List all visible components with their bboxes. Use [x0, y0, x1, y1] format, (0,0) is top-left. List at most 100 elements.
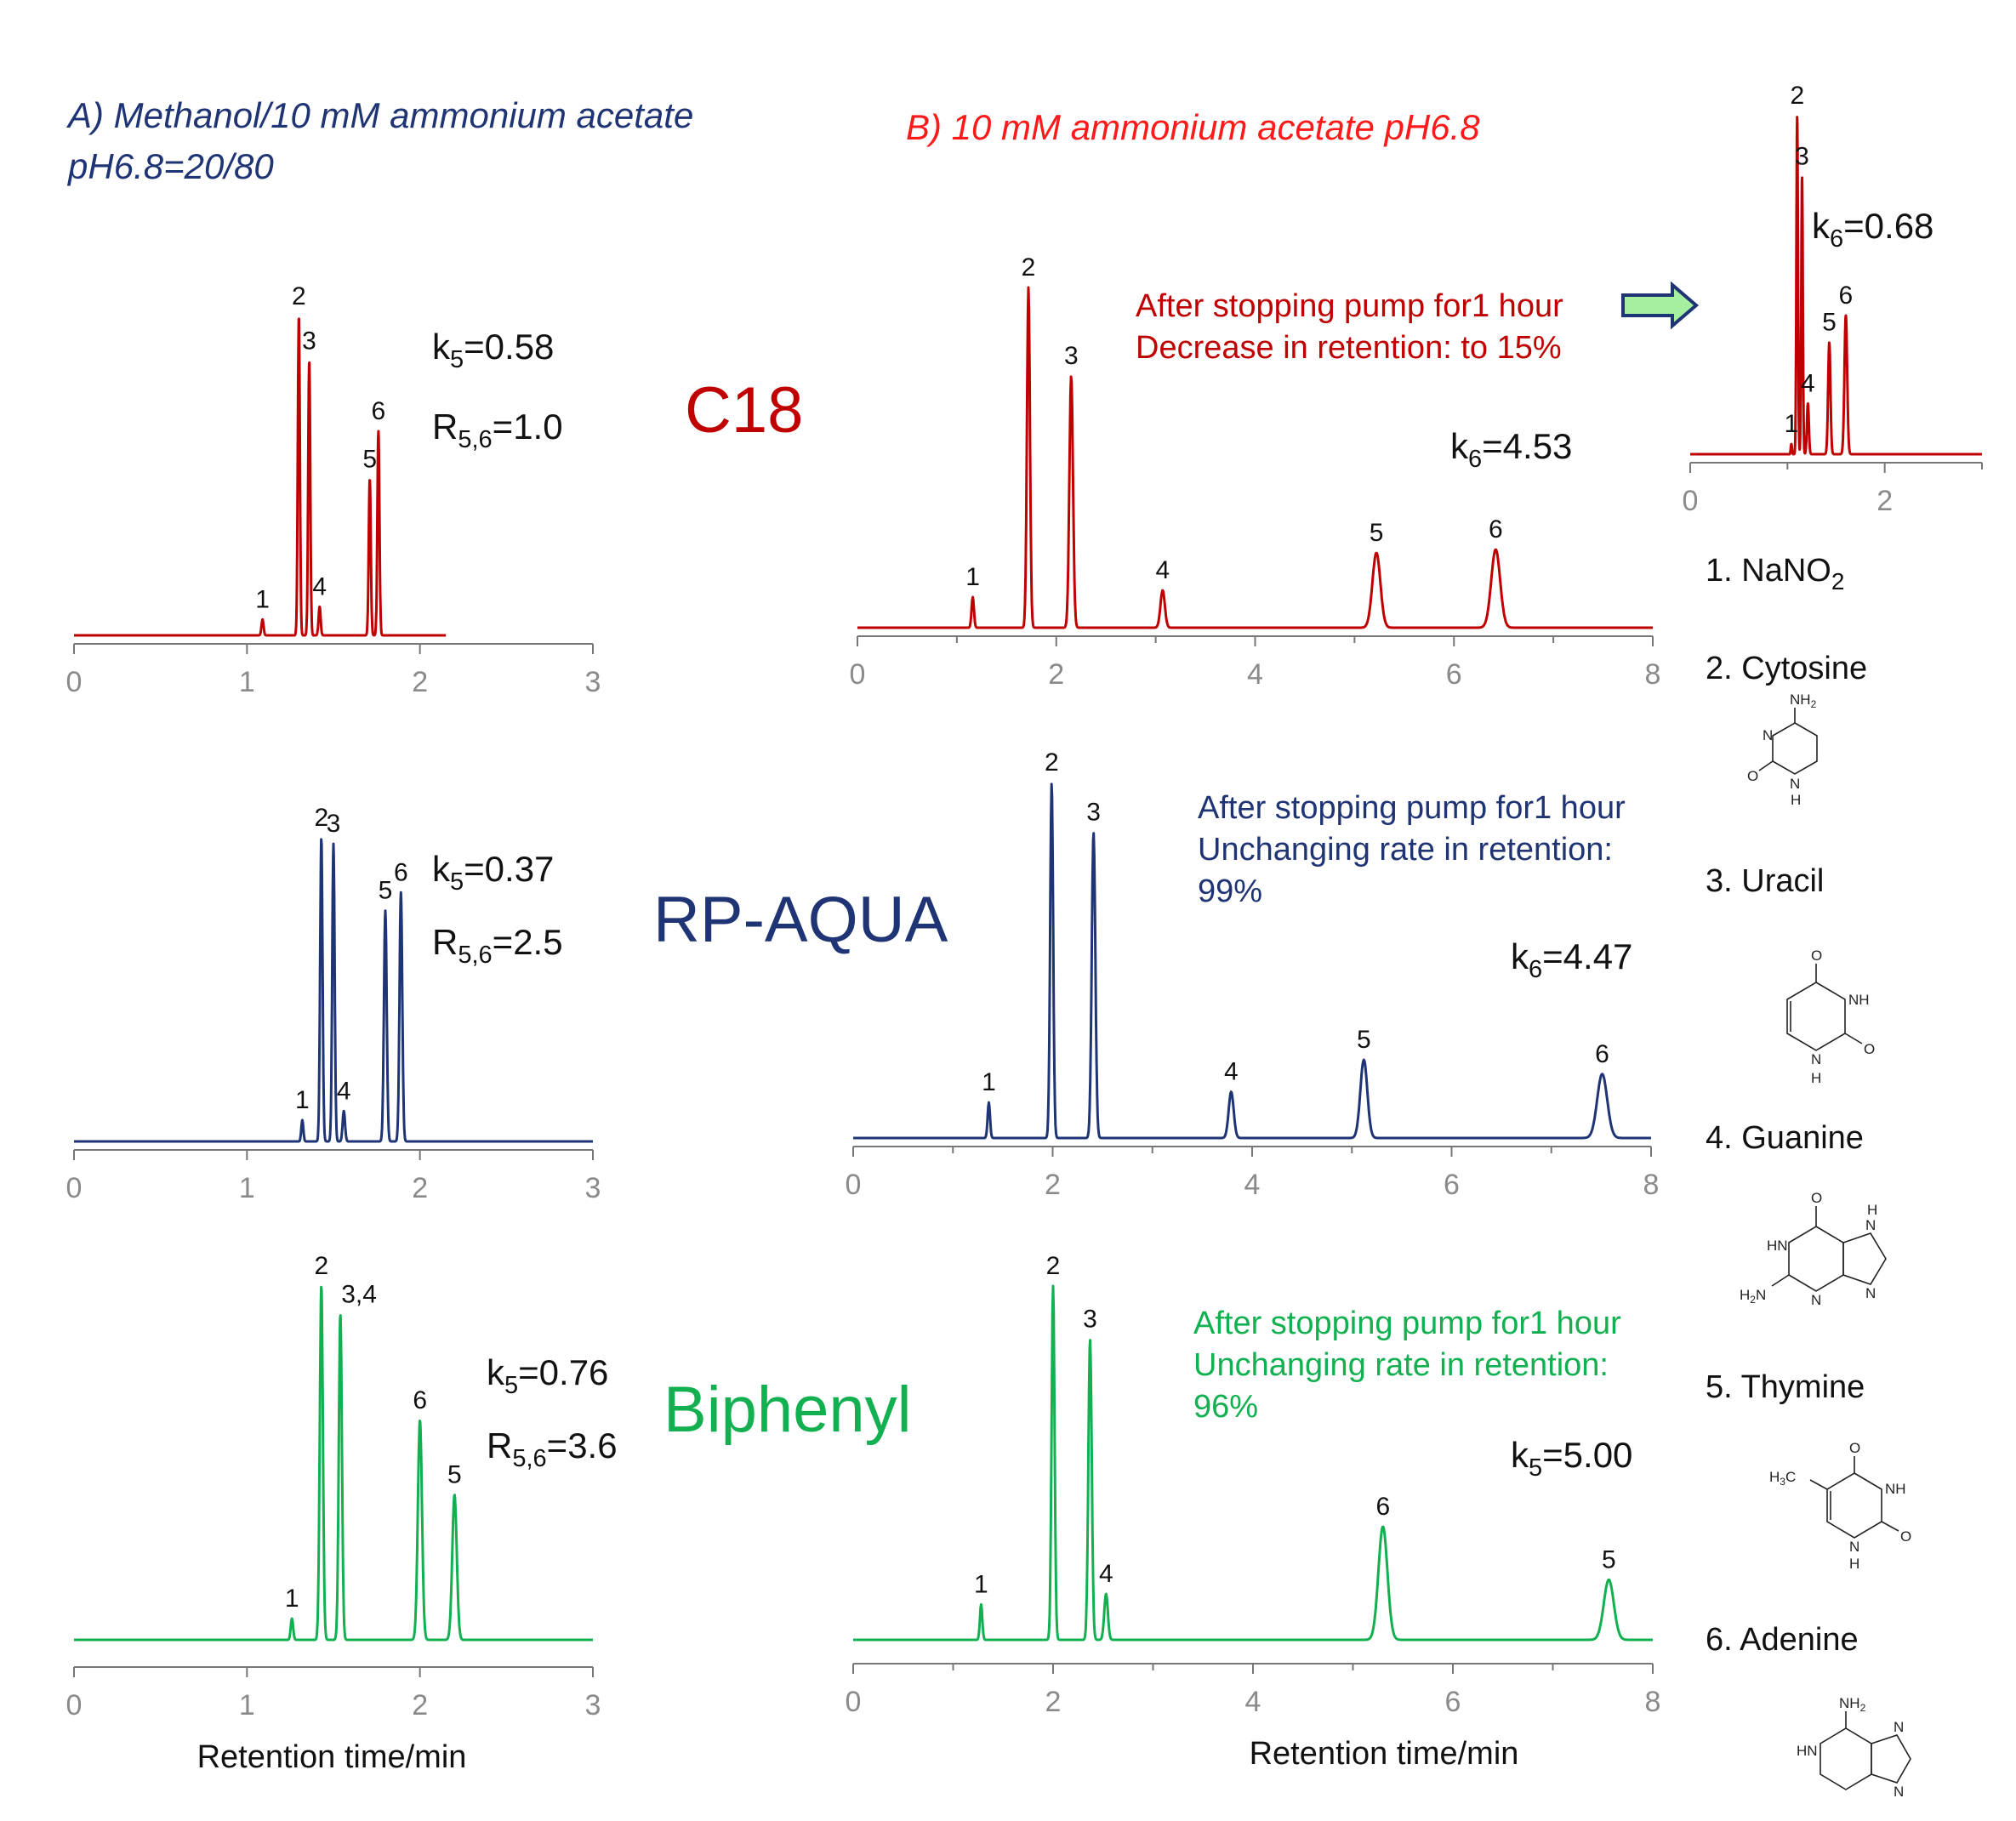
- peak-label: 2: [292, 282, 306, 310]
- svg-text:H: H: [1811, 1070, 1821, 1086]
- svg-text:N: N: [1865, 1285, 1876, 1301]
- peak-label: 5: [447, 1460, 462, 1488]
- chromatogram-trace: [72, 1285, 595, 1642]
- chromatogram-trace: [1689, 116, 1984, 456]
- column-label-aqua: RP-AQUA: [653, 884, 948, 956]
- x-tick-label: 4: [1247, 658, 1263, 691]
- compound-label-6: 6. Adenine: [1706, 1622, 1859, 1658]
- chromatogram-trace: [857, 286, 1654, 629]
- peak-label: 4: [1801, 369, 1815, 397]
- x-tick-label: 3: [585, 666, 601, 698]
- svg-text:N: N: [1763, 727, 1773, 743]
- x-tick-label: 0: [850, 658, 866, 691]
- aqua-a-r-value: R5,6=2.5: [432, 922, 563, 969]
- svg-text:H: H: [1791, 792, 1801, 808]
- peak-label: 1: [974, 1570, 988, 1598]
- peak-label: 1: [965, 563, 980, 591]
- bip-note-line3: 96%: [1193, 1389, 1258, 1425]
- peak-label: 2: [314, 1252, 328, 1280]
- peak-label: 1: [982, 1068, 996, 1096]
- bip-note-line2: Unchanging rate in retention:: [1193, 1347, 1609, 1383]
- svg-text:O: O: [1747, 768, 1758, 784]
- peak-label: 6: [372, 397, 386, 425]
- peak-label: 5: [362, 445, 377, 473]
- compound-label-3: 3. Uracil: [1706, 863, 1824, 899]
- svg-text:N: N: [1811, 1292, 1821, 1308]
- peak-label: 1: [255, 585, 270, 613]
- chart-bip-a: 1 2 3,4 6 5 0 1 2 3 Retention time/min: [66, 1252, 601, 1775]
- peak-label: 4: [1099, 1560, 1113, 1588]
- x-tick-label: 0: [846, 1686, 862, 1718]
- peak-label: 6: [413, 1386, 427, 1414]
- aqua-note-line2: Unchanging rate in retention:: [1198, 832, 1613, 868]
- svg-text:O: O: [1811, 947, 1822, 964]
- column-label-biphenyl: Biphenyl: [663, 1374, 912, 1446]
- svg-text:N: N: [1894, 1719, 1904, 1735]
- peak-label: 4: [1155, 556, 1170, 584]
- x-tick-label: 4: [1245, 1686, 1261, 1718]
- peak-label: 3: [1083, 1305, 1097, 1333]
- c18-note-line2: Decrease in retention: to 15%: [1136, 330, 1562, 366]
- c18-b-k-value: k6=4.53: [1450, 426, 1572, 473]
- x-axis-label: Retention time/min: [1250, 1736, 1519, 1772]
- svg-text:NH2: NH2: [1790, 691, 1817, 710]
- peak-label: 3: [1086, 799, 1101, 827]
- x-tick-label: 2: [1045, 1169, 1061, 1201]
- peak-label: 3,4: [341, 1280, 377, 1308]
- c18-inset-k-value: k6=0.68: [1812, 206, 1933, 253]
- x-tick-label: 0: [66, 1689, 83, 1721]
- x-tick-label: 2: [412, 1689, 428, 1721]
- aqua-note-line3: 99%: [1198, 874, 1262, 909]
- peak-label: 3: [302, 327, 316, 356]
- peak-label: 2: [314, 804, 328, 832]
- peak-label: 2: [1022, 253, 1036, 282]
- svg-text:H: H: [1867, 1202, 1877, 1218]
- compound-label-2: 2. Cytosine: [1706, 651, 1867, 686]
- svg-text:O: O: [1864, 1041, 1875, 1057]
- compound-label-4: 4. Guanine: [1706, 1120, 1864, 1156]
- peak-label: 3: [1064, 342, 1079, 370]
- x-tick-label: 0: [66, 666, 83, 698]
- x-tick-label: 1: [239, 1172, 255, 1204]
- x-tick-label: 8: [1645, 1686, 1661, 1718]
- peak-label: 2: [1045, 748, 1059, 777]
- peak-label: 6: [394, 858, 408, 886]
- chromatogram-trace: [852, 782, 1652, 1140]
- header-a-line2: pH6.8=20/80: [66, 146, 274, 186]
- peak-label: 5: [379, 877, 393, 905]
- right-arrow-icon: [1621, 281, 1700, 330]
- peak-label: 5: [1822, 309, 1837, 337]
- x-tick-label: 2: [1048, 658, 1064, 691]
- x-tick-label: 3: [585, 1689, 601, 1721]
- column-label-c18: C18: [685, 374, 803, 447]
- x-tick-label: 6: [1445, 1686, 1461, 1718]
- thymine-structure-icon: O NH O H3C N H: [1769, 1440, 1911, 1572]
- peak-label: 1: [1785, 410, 1799, 438]
- x-tick-label: 2: [1876, 485, 1893, 517]
- peak-label: 5: [1370, 519, 1384, 547]
- bip-b-k-value: k5=5.00: [1511, 1435, 1632, 1482]
- bip-note-line1: After stopping pump for1 hour: [1193, 1306, 1621, 1341]
- x-tick-label: 6: [1444, 1169, 1460, 1201]
- chart-c18-a: 1 2 3 4 5 6 0 1 2 3: [66, 282, 601, 698]
- peak-label: 6: [1839, 282, 1854, 310]
- svg-text:NH2: NH2: [1839, 1695, 1866, 1714]
- x-tick-label: 4: [1244, 1169, 1261, 1201]
- header-a-line1: A) Methanol/10 mM ammonium acetate: [65, 95, 693, 135]
- x-tick-label: 8: [1645, 658, 1661, 691]
- peak-label: 2: [1046, 1252, 1061, 1280]
- peak-label: 3: [327, 810, 341, 838]
- c18-note-line1: After stopping pump for1 hour: [1136, 288, 1563, 324]
- x-tick-label: 2: [1045, 1686, 1062, 1718]
- svg-text:N: N: [1849, 1539, 1859, 1555]
- x-tick-label: 0: [66, 1172, 83, 1204]
- c18-a-k-value: k5=0.58: [432, 327, 554, 373]
- x-tick-label: 2: [412, 666, 428, 698]
- x-tick-label: 6: [1446, 658, 1462, 691]
- peak-label: 2: [1790, 82, 1804, 110]
- peak-label: 4: [1224, 1058, 1239, 1086]
- chromatogram-trace: [72, 838, 595, 1143]
